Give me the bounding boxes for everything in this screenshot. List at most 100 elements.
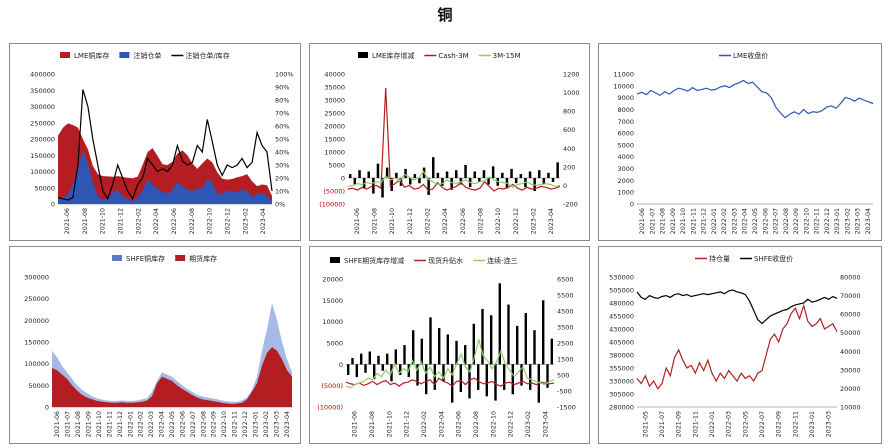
x-tick-label: 2023-04: [260, 208, 267, 234]
x-tick-label: 2021-12: [117, 208, 124, 234]
bar: [403, 345, 406, 365]
bar: [490, 315, 493, 365]
legend-label: LME库存增减: [372, 51, 414, 60]
line-series: [636, 79, 874, 119]
bar: [473, 171, 476, 178]
bar: [528, 171, 532, 178]
bar: [377, 355, 380, 365]
y2-tick-label: 400: [563, 145, 575, 153]
y-tick-label: 50000: [34, 184, 55, 192]
bar: [442, 364, 445, 382]
x-tick-label: 2021-06: [54, 411, 61, 437]
bar: [501, 172, 504, 178]
legend-label: SHFE铜库存: [126, 254, 165, 263]
bar: [351, 357, 354, 365]
bar: [478, 178, 481, 182]
bar: [507, 304, 510, 365]
y-tick-label: 4000: [617, 153, 634, 161]
x-tick-label: 2022-12: [508, 411, 515, 437]
y2-tick-label: 10%: [275, 188, 289, 196]
x-tick-label: 2023-04: [542, 411, 549, 437]
x-tick-label: 2021-12: [117, 411, 124, 437]
bar: [464, 345, 467, 365]
y2-tick-label: 6500: [557, 276, 574, 284]
y-tick-label: 0: [341, 175, 345, 183]
bar: [498, 283, 501, 365]
x-tick-label: 2021-08: [369, 411, 376, 437]
y-tick-label: 250000: [24, 295, 49, 303]
bar: [381, 364, 384, 371]
bar: [358, 170, 361, 178]
x-tick-label: 2022-04: [153, 208, 160, 234]
y-tick-label: 0: [339, 361, 343, 369]
y-tick-label: 7000: [617, 118, 634, 126]
x-tick-label: 2021-09: [676, 411, 683, 437]
x-tick-label: 2023-03: [273, 411, 280, 437]
bar: [446, 334, 449, 365]
bar: [542, 178, 546, 185]
x-tick-label: 2022-11: [792, 411, 799, 437]
bar: [438, 328, 441, 365]
area-series: [58, 123, 272, 204]
y-tick-label: 430000: [609, 326, 634, 334]
bar: [551, 178, 555, 182]
bar: [511, 364, 514, 395]
y-tick-label: 15000: [324, 136, 345, 144]
y2-tick-label: -1500: [557, 404, 576, 412]
y2-tick-label: 0%: [275, 201, 285, 209]
x-tick-label: 2022-09: [211, 411, 218, 437]
y-tick-label: 300000: [24, 274, 49, 282]
y2-tick-label: 1200: [563, 71, 580, 79]
bar: [364, 364, 367, 373]
line-series: [636, 303, 838, 390]
x-tick-label: 2022-06: [460, 208, 467, 234]
bar: [373, 364, 376, 380]
x-tick-label: 2023-04: [548, 208, 555, 234]
bar: [556, 162, 559, 178]
x-tick-label: 2021-08: [372, 208, 379, 234]
legend-label: LME收盘价: [733, 51, 768, 60]
bar: [482, 170, 486, 178]
bar: [451, 364, 454, 403]
x-tick-label: 2021-10: [386, 411, 393, 437]
y2-tick-label: 70000: [840, 292, 861, 300]
legend-label: 3M-15M: [493, 52, 521, 60]
x-tick-label: 2022-12: [824, 208, 831, 234]
bar: [514, 178, 518, 184]
bar: [445, 171, 449, 178]
line-series: [347, 170, 561, 189]
line-series: [345, 377, 555, 388]
y2-tick-label: 60000: [840, 311, 861, 319]
bar: [487, 178, 490, 185]
bar: [485, 364, 488, 397]
x-tick-label: 2023-02: [525, 411, 532, 437]
x-tick-label: 2022-01: [711, 208, 718, 234]
x-tick-label: 2021-10: [680, 208, 687, 234]
line-series: [345, 337, 555, 389]
y-tick-label: 20000: [324, 123, 345, 131]
bar: [427, 178, 430, 195]
y-tick-label: 1000: [617, 189, 634, 197]
line-series: [347, 87, 561, 192]
x-tick-label: 2021-09: [86, 411, 93, 437]
y-tick-label: 380000: [609, 352, 634, 360]
bar: [367, 171, 370, 178]
bar: [524, 313, 527, 365]
x-tick-label: 2023-03: [826, 411, 833, 437]
y-tick-label: 8000: [617, 106, 634, 114]
chart-shfe-inventory: 0 50000 100000 150000 200000 250000 300000 2021…: [24, 254, 292, 437]
bar: [413, 174, 417, 178]
legend-label: SHFE期货库存增减: [344, 256, 404, 265]
x-tick-label: 2022-02: [425, 208, 432, 234]
y2-tick-label: 1000: [563, 89, 580, 97]
x-tick-label: 2021-07: [659, 411, 666, 437]
x-tick-label: 2022-10: [803, 208, 810, 234]
x-tick-label: 2021-09: [670, 208, 677, 234]
y-tick-label: 40000: [324, 71, 345, 79]
bar: [432, 157, 435, 178]
legend-label: 持仓量: [709, 254, 730, 263]
y-tick-label: 2000: [617, 177, 634, 185]
bar: [547, 172, 550, 178]
chart-lme-close: 0 1000 2000 3000 4000 5000 6000 7000 8000 9000 100…: [613, 51, 874, 234]
y-tick-label: 6000: [617, 130, 634, 138]
